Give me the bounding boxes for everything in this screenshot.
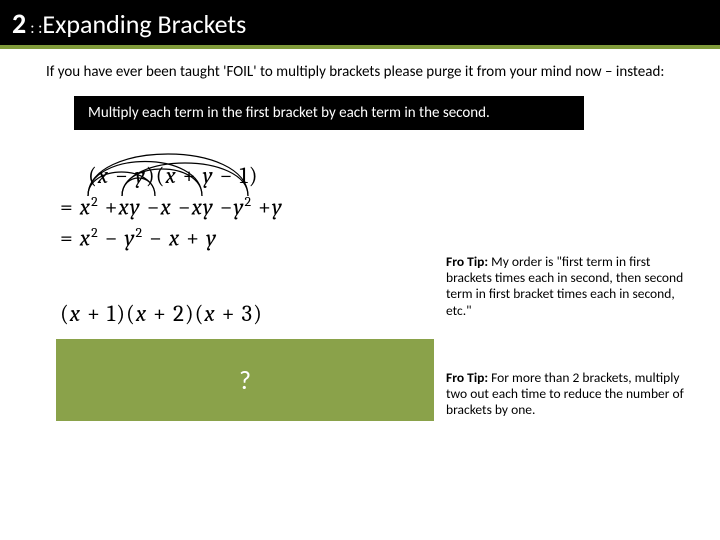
answer-placeholder[interactable]: ?	[56, 339, 434, 421]
section-number: 2	[12, 6, 26, 41]
worked-example-1: (x − y)(x + y − 1) = x2 +xy −x −xy −y2 +…	[60, 162, 410, 252]
fro-tip-1: Fro Tip: My order is "first term in firs…	[446, 254, 696, 319]
slide-title: Expanding Brackets	[42, 8, 246, 40]
fro-tip-2: Fro Tip: For more than 2 brackets, multi…	[446, 370, 696, 419]
expr-line3: = x2 − y2 − x + y	[60, 224, 410, 252]
tip2-label: Fro Tip:	[446, 369, 488, 386]
distribution-arcs	[60, 152, 320, 198]
separator: : :	[30, 19, 42, 38]
intro-text: If you have ever been taught 'FOIL' to m…	[0, 49, 720, 94]
tip1-label: Fro Tip:	[446, 253, 488, 270]
rule-box: Multiply each term in the first bracket …	[74, 96, 584, 130]
slide-header: 2 : : Expanding Brackets	[0, 0, 720, 49]
